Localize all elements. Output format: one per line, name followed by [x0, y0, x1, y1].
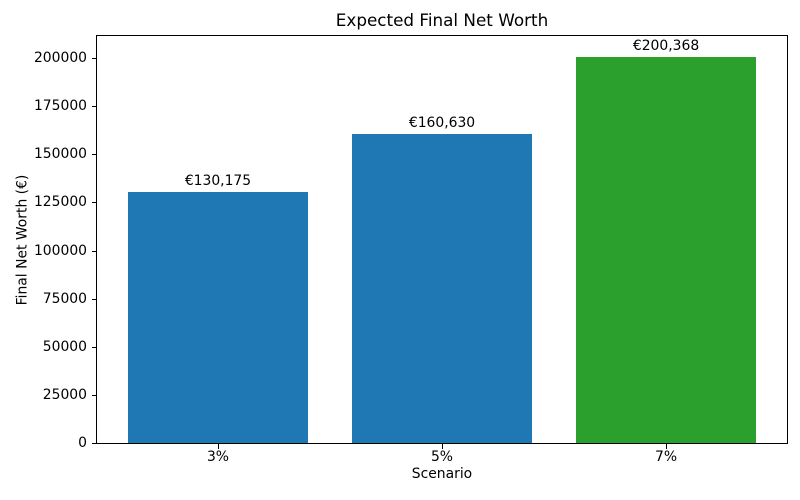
y-tick-mark — [92, 346, 97, 348]
y-tick-mark — [92, 443, 97, 444]
chart-title: Expected Final Net Worth — [335, 10, 549, 30]
y-tick-label: 125000 — [33, 194, 87, 211]
x-tick-label: 5% — [430, 449, 454, 465]
x-tick-label: 7% — [654, 449, 678, 465]
y-tick-label: 0 — [78, 435, 87, 451]
y-tick-label: 25000 — [42, 386, 87, 403]
bar-value-label: €160,630 — [408, 114, 476, 131]
y-tick-label: 75000 — [42, 290, 87, 307]
y-tick-mark — [92, 298, 97, 300]
bar — [352, 133, 532, 443]
bar — [128, 192, 308, 443]
y-tick-mark — [92, 250, 97, 252]
y-tick-label: 150000 — [33, 146, 87, 163]
x-tick-mark — [666, 444, 668, 449]
y-tick-mark — [92, 202, 97, 204]
bar-value-label: €130,175 — [184, 173, 252, 190]
y-tick-mark — [92, 106, 97, 108]
y-tick-label: 100000 — [33, 242, 87, 259]
y-tick-label: 50000 — [42, 338, 87, 355]
plot-area: €130,175 €160,630 €200,368 — [96, 35, 788, 444]
y-tick-label: 200000 — [33, 50, 87, 66]
x-tick-mark — [217, 444, 219, 449]
x-tick-label: 3% — [206, 449, 229, 465]
y-tick-mark — [92, 394, 97, 396]
y-tick-mark — [92, 58, 97, 59]
y-tick-label: 175000 — [33, 98, 87, 115]
bar — [576, 57, 756, 443]
bar-value-label: €200,368 — [632, 38, 700, 55]
x-tick-mark — [442, 444, 443, 449]
y-tick-mark — [92, 154, 97, 156]
x-axis-label: Scenario — [411, 466, 473, 482]
